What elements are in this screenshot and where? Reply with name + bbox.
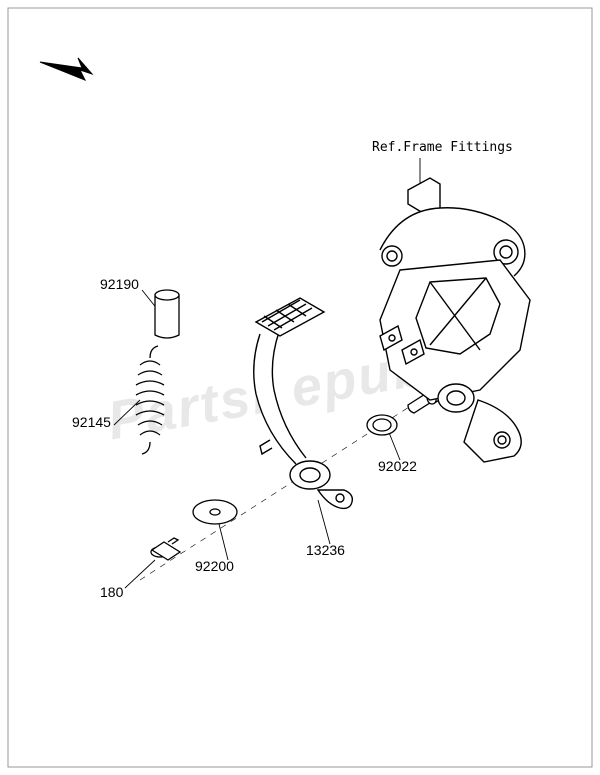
direction-arrow	[40, 58, 92, 80]
label-92200: 92200	[195, 558, 234, 574]
part-92022	[367, 415, 397, 435]
label-92190: 92190	[100, 276, 139, 292]
frame-border	[8, 8, 592, 767]
part-92200	[193, 500, 237, 524]
part-13236	[254, 298, 353, 508]
label-180: 180	[100, 584, 123, 600]
label-92022: 92022	[378, 458, 417, 474]
ref-frame-bracket	[380, 178, 530, 462]
part-92145	[136, 346, 164, 454]
part-180	[151, 538, 180, 560]
label-13236: 13236	[306, 542, 345, 558]
ref-frame-label: Ref.Frame Fittings	[372, 140, 513, 155]
diagram-svg	[0, 0, 600, 775]
part-92190	[155, 290, 179, 338]
diagram-canvas: PartsRepublik	[0, 0, 600, 775]
label-92145: 92145	[72, 414, 111, 430]
